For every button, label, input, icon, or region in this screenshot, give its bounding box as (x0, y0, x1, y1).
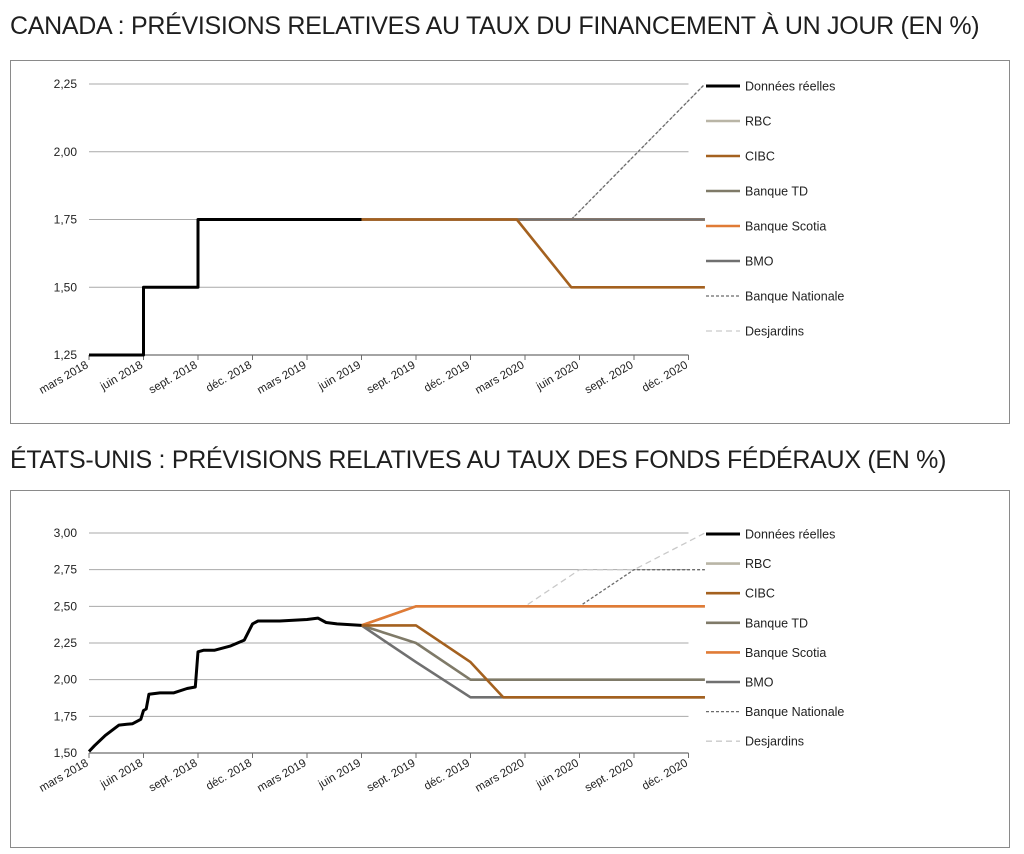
usa-x-tick-label: sept. 2018 (147, 757, 200, 794)
usa-x-tick-label: déc. 2019 (422, 757, 472, 793)
canada-y-tick-label: 2,25 (54, 77, 78, 91)
chart-title-canada: CANADA : PRÉVISIONS RELATIVES AU TAUX DU… (10, 12, 980, 40)
usa-series-line (87, 616, 362, 753)
usa-x-tick-label: juin 2019 (316, 757, 363, 791)
canada-x-tick-label: sept. 2019 (365, 359, 418, 396)
canada-x-tick-label: mars 2019 (255, 359, 308, 397)
usa-x-tick-label: déc. 2020 (640, 757, 690, 793)
usa-series-line (361, 624, 705, 699)
usa-x-tick-label: sept. 2020 (583, 757, 636, 794)
canada-series-line (361, 218, 705, 289)
usa-x-tick-label: sept. 2019 (365, 757, 418, 794)
canada-legend-label: Données réelles (745, 80, 835, 94)
usa-series-line (361, 532, 706, 627)
canada-legend-label: Banque Scotia (745, 220, 826, 234)
canada-x-tick-label: déc. 2020 (640, 359, 690, 395)
usa-legend-label: Banque Nationale (745, 705, 844, 719)
chart-title-usa: ÉTATS-UNIS : PRÉVISIONS RELATIVES AU TAU… (10, 446, 947, 474)
canada-legend-label: CIBC (745, 150, 775, 164)
usa-x-tick-label: mars 2020 (473, 757, 526, 795)
canada-x-tick-label: juin 2018 (98, 359, 145, 393)
canada-x-tick-label: mars 2020 (473, 359, 526, 397)
usa-legend-label: Banque TD (745, 616, 808, 630)
usa-legend-label: Desjardins (745, 735, 804, 749)
canada-legend-label: RBC (745, 115, 771, 129)
canada-x-tick-label: sept. 2020 (583, 359, 636, 396)
canada-x-tick-label: déc. 2018 (204, 359, 254, 395)
canada-y-tick-label: 2,00 (54, 145, 78, 159)
usa-series-line (361, 624, 705, 682)
canada-legend-label: Banque Nationale (745, 290, 844, 304)
usa-x-tick-label: juin 2018 (98, 757, 145, 791)
usa-legend-label: Banque Scotia (745, 646, 826, 660)
canada-y-tick-label: 1,25 (54, 348, 78, 362)
usa-series-line (361, 604, 705, 627)
usa-x-tick-label: juin 2020 (534, 757, 581, 791)
canada-y-tick-label: 1,50 (54, 280, 78, 294)
usa-y-tick-label: 1,75 (54, 709, 78, 723)
usa-legend-label: RBC (745, 557, 771, 571)
canada-legend-label: Desjardins (745, 325, 804, 339)
usa-y-tick-label: 3,00 (54, 526, 78, 540)
usa-x-tick-label: déc. 2018 (204, 757, 254, 793)
canada-series-line (89, 218, 362, 357)
chart-frame-canada (10, 60, 1010, 424)
canada-series-line (361, 83, 706, 221)
usa-y-tick-label: 2,75 (54, 563, 78, 577)
canada-x-tick-label: sept. 2018 (147, 359, 200, 396)
usa-y-tick-label: 2,25 (54, 636, 78, 650)
usa-series-line (360, 624, 705, 699)
usa-x-tick-label: mars 2018 (37, 757, 90, 795)
usa-legend-label: Données réelles (745, 528, 835, 542)
usa-y-tick-label: 1,50 (54, 746, 78, 760)
usa-series-line (361, 604, 705, 627)
canada-x-tick-label: mars 2018 (37, 359, 90, 397)
usa-x-tick-label: mars 2019 (255, 757, 308, 795)
canada-y-tick-label: 1,75 (54, 213, 78, 227)
canada-legend-label: BMO (745, 255, 774, 269)
usa-legend-label: BMO (745, 676, 774, 690)
canada-x-tick-label: déc. 2019 (422, 359, 472, 395)
usa-y-tick-label: 2,00 (54, 673, 78, 687)
canada-x-tick-label: juin 2019 (316, 359, 363, 393)
usa-series-line (361, 569, 705, 627)
canada-legend-label: Banque TD (745, 185, 808, 199)
canada-x-tick-label: juin 2020 (534, 359, 581, 393)
usa-y-tick-label: 2,50 (54, 599, 78, 613)
usa-legend-label: CIBC (745, 587, 775, 601)
chart-frame-usa (10, 490, 1010, 848)
